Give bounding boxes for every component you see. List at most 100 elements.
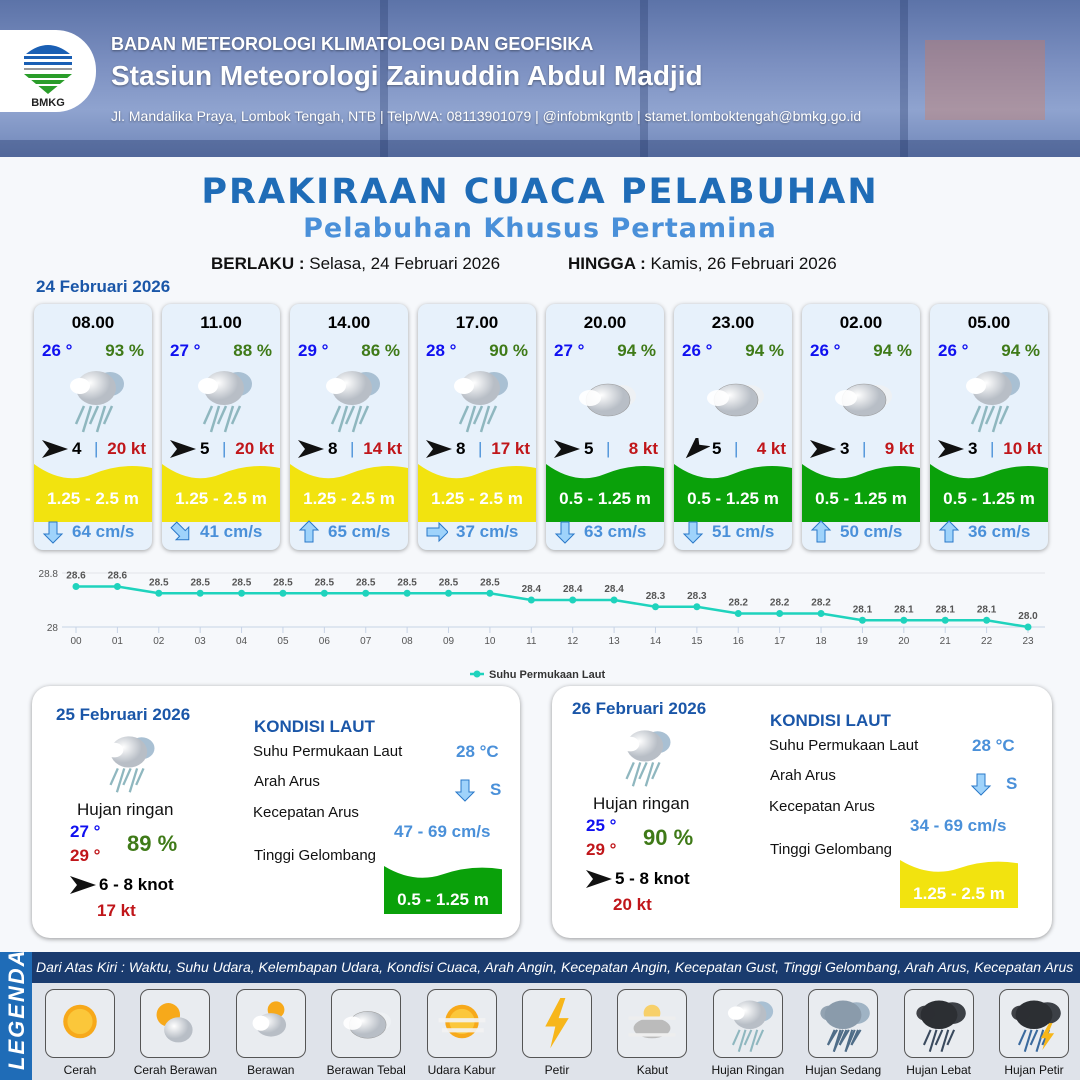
valid-from: BERLAKU : Selasa, 24 Februari 2026 bbox=[211, 254, 500, 274]
data-label: 28.3 bbox=[687, 591, 707, 602]
x-tick-label: 20 bbox=[898, 636, 910, 647]
x-tick-label: 11 bbox=[526, 636, 537, 647]
data-label: 28.2 bbox=[770, 598, 790, 609]
air-temperature: 27 ° bbox=[554, 341, 585, 360]
wind-range: 5 - 8 knot bbox=[615, 869, 690, 888]
wind-direction-icon bbox=[808, 438, 838, 460]
hujan-sedang-icon bbox=[812, 993, 877, 1060]
current-direction-value: S bbox=[1006, 774, 1018, 793]
sea-condition-heading: KONDISI LAUT bbox=[770, 711, 891, 730]
wave-height-label: Tinggi Gelombang bbox=[254, 847, 377, 864]
bmkg-logo: BMKG bbox=[0, 30, 96, 112]
gust-speed: 9 kt bbox=[884, 439, 914, 458]
sst-point bbox=[486, 589, 494, 597]
data-label: 28.6 bbox=[108, 571, 128, 582]
udara-kabur-icon bbox=[431, 993, 496, 1060]
x-tick-label: 07 bbox=[360, 636, 372, 647]
current-direction-icon bbox=[970, 772, 992, 801]
berawan-tebal-icon bbox=[698, 362, 770, 436]
wave-icon bbox=[34, 464, 152, 522]
humidity: 94 % bbox=[745, 341, 784, 360]
legend-label: Berawan bbox=[247, 1063, 295, 1077]
gust-speed: 10 kt bbox=[1003, 439, 1042, 458]
current-direction-label: Arah Arus bbox=[254, 773, 320, 790]
forecast-card: 05.00 26 ° 94 % 3 | 10 kt 0.5 - 1.25 m 3… bbox=[930, 304, 1048, 550]
x-tick-label: 19 bbox=[857, 636, 869, 647]
data-label: 28.0 bbox=[1018, 611, 1038, 622]
air-temperature: 26 ° bbox=[42, 341, 73, 360]
current-direction-value: S bbox=[490, 780, 502, 799]
sst-point bbox=[900, 616, 908, 624]
legend-label: Berawan Tebal bbox=[326, 1063, 406, 1077]
sst-value: 28 °C bbox=[972, 736, 1015, 755]
hujan-ringan-icon bbox=[954, 362, 1026, 436]
separator: | bbox=[734, 439, 739, 458]
sst-point bbox=[693, 603, 701, 611]
org-name: BADAN METEOROLOGI KLIMATOLOGI DAN GEOFIS… bbox=[111, 34, 594, 54]
wind-direction-icon bbox=[584, 868, 614, 895]
wave-height-value: 1.25 - 2.5 m bbox=[913, 884, 1005, 903]
data-label: 28.4 bbox=[522, 584, 542, 595]
x-tick-label: 05 bbox=[277, 636, 289, 647]
x-tick-label: 02 bbox=[153, 636, 165, 647]
day1-date: 24 Februari 2026 bbox=[36, 277, 171, 296]
humidity: 90 % bbox=[643, 825, 694, 850]
legend-icon-box bbox=[808, 989, 879, 1060]
wave-icon bbox=[802, 464, 920, 522]
x-tick-label: 08 bbox=[402, 636, 414, 647]
current-direction-icon bbox=[298, 520, 320, 544]
data-label: 28.5 bbox=[273, 577, 293, 588]
sst-point bbox=[776, 610, 784, 617]
forecast-time: 14.00 bbox=[327, 313, 371, 332]
sst-point bbox=[403, 589, 411, 597]
hujan-ringan-icon bbox=[58, 362, 130, 436]
daily-forecast-panel: 25 Februari 2026 Hujan ringan 27 ° 29 ° … bbox=[32, 686, 520, 938]
humidity: 93 % bbox=[105, 341, 144, 360]
x-tick-label: 14 bbox=[650, 636, 662, 647]
berawan-tebal-icon bbox=[335, 993, 400, 1060]
gust-speed: 17 kt bbox=[97, 901, 136, 920]
wind-range: 6 - 8 knot bbox=[99, 875, 174, 894]
air-temperature: 26 ° bbox=[810, 341, 841, 360]
legend-label: Kabut bbox=[636, 1063, 669, 1077]
air-temperature: 26 ° bbox=[938, 341, 969, 360]
sst-point bbox=[445, 589, 453, 597]
hujan-ringan-icon bbox=[186, 362, 258, 436]
legend-icon-box bbox=[235, 989, 306, 1058]
air-temperature: 27 ° bbox=[170, 341, 201, 360]
temp-max: 29 ° bbox=[586, 840, 617, 859]
data-label: 28.5 bbox=[232, 577, 252, 588]
legend-label: Cerah bbox=[63, 1063, 97, 1077]
x-tick-label: 09 bbox=[443, 636, 455, 647]
legend-icon-box bbox=[617, 989, 688, 1060]
data-label: 28.1 bbox=[977, 604, 997, 615]
sst-point bbox=[155, 589, 163, 597]
temp-min: 27 ° bbox=[70, 822, 101, 841]
hujan-ringan-icon bbox=[610, 720, 676, 797]
x-tick-label: 13 bbox=[609, 636, 621, 647]
sst-point bbox=[279, 589, 287, 597]
wind-speed: 8 bbox=[328, 439, 338, 458]
data-label: 28.1 bbox=[894, 604, 914, 615]
humidity: 90 % bbox=[489, 341, 528, 360]
current-direction-icon bbox=[554, 520, 576, 544]
data-label: 28.5 bbox=[356, 577, 376, 588]
kabut-icon bbox=[621, 993, 686, 1060]
contact-info: Jl. Mandalika Praya, Lombok Tengah, NTB … bbox=[111, 108, 862, 124]
forecast-card: 02.00 26 ° 94 % 3 | 9 kt 0.5 - 1.25 m 50… bbox=[802, 304, 920, 550]
current-speed: 51 cm/s bbox=[712, 522, 775, 541]
sst-chart: 28.8 28 00 01 02 03 04 05 06 07 08 09 10 11 12 13 14 15 16… bbox=[39, 569, 1045, 681]
legend-icon-box bbox=[903, 989, 974, 1058]
current-speed-value: 47 - 69 cm/s bbox=[394, 822, 491, 841]
panel-date: 25 Februari 2026 bbox=[56, 705, 191, 724]
gust-speed: 8 kt bbox=[628, 439, 658, 458]
gust-speed: 20 kt bbox=[613, 895, 652, 914]
weather-condition: Hujan ringan bbox=[593, 794, 690, 813]
page-title: PRAKIRAAN CUACA PELABUHAN bbox=[201, 172, 879, 212]
logo-text: BMKG bbox=[31, 97, 65, 109]
air-temperature: 26 ° bbox=[682, 341, 713, 360]
humidity: 94 % bbox=[1001, 341, 1040, 360]
header-banner bbox=[0, 0, 1080, 157]
sst-point bbox=[527, 596, 535, 604]
legend-label: Udara Kabur bbox=[427, 1063, 496, 1077]
